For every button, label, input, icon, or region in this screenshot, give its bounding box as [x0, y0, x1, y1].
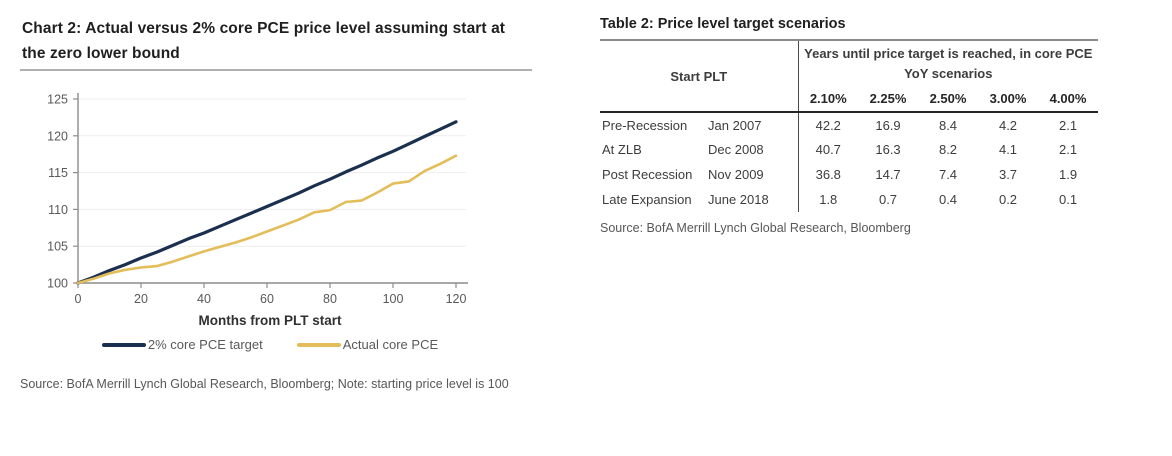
chart-title-rule [20, 69, 532, 71]
column-header: 2.50% [918, 86, 979, 113]
chart-source-note: Source: BofA Merrill Lynch Global Resear… [20, 377, 509, 391]
value-cell: 42.2 [797, 112, 859, 137]
svg-text:120: 120 [47, 129, 68, 143]
svg-text:105: 105 [47, 240, 68, 254]
value-cell: 7.4 [938, 167, 958, 182]
value-cell: 8.4 [938, 117, 958, 133]
legend-item-target: 2% core PCE target [101, 337, 263, 352]
value-cell: 2.1 [1058, 117, 1078, 133]
chart-panel: Chart 2: Actual versus 2% core PCE price… [20, 16, 532, 396]
svg-text:100: 100 [47, 277, 68, 291]
legend-label-target: 2% core PCE target [147, 337, 263, 352]
scenario-cell: Late Expansion [602, 192, 692, 207]
scenario-cell: Pre-Recession [602, 117, 688, 133]
svg-text:110: 110 [48, 203, 68, 217]
value-cell: 1.9 [1058, 167, 1078, 182]
corner-header: Start PLT [600, 40, 799, 113]
column-header: 3.00% [978, 86, 1039, 113]
value-cell: 36.8 [797, 162, 859, 187]
chart-title: Chart 2: Actual versus 2% core PCE price… [22, 20, 506, 62]
table-source-note: Source: BofA Merrill Lynch Global Resear… [600, 221, 911, 235]
value-cell: 2.1 [1058, 142, 1078, 157]
price-level-target-table: Start PLT Years until price target is re… [600, 39, 1099, 212]
value-cell: 14.7 [875, 167, 901, 182]
legend-item-actual: Actual core PCE [296, 337, 439, 352]
value-cell: 0.7 [878, 192, 898, 207]
value-cell: 0.4 [938, 192, 958, 207]
table-header-row-2: 2.10% 2.25% 2.50% 3.00% 4.00% [600, 86, 1099, 113]
column-header: 2.10% [797, 86, 859, 113]
pce-price-level-line-chart: 100 105 110 115 120 125 0 20 40 60 80 100 120 [47, 93, 468, 306]
svg-text:20: 20 [134, 292, 148, 306]
svg-text:40: 40 [197, 292, 211, 306]
table-title: Table 2: Price level target scenarios [600, 16, 846, 32]
value-cell: 4.1 [998, 142, 1018, 157]
table-header-row-1: Start PLT Years until price target is re… [600, 40, 1099, 113]
table-row: Pre-Recession Jan 2007 42.2 16.9 8.4 4.2… [600, 112, 1098, 137]
x-axis-title: Months from PLT start [198, 313, 342, 328]
value-cell: 0.1 [1058, 192, 1078, 207]
actual-line-swatch-icon [296, 342, 341, 347]
table-row: At ZLB Dec 2008 40.7 16.3 8.2 4.1 2.1 [600, 137, 1098, 162]
svg-text:115: 115 [48, 166, 68, 180]
chart-legend: 2% core PCE target Actual core PCE [20, 337, 520, 352]
value-cell: 16.3 [875, 142, 901, 157]
value-cell: 1.8 [797, 187, 859, 212]
scenario-cell: At ZLB [602, 142, 642, 157]
date-cell: June 2018 [708, 192, 769, 207]
table-row: Late Expansion June 2018 1.8 0.7 0.4 0.2… [600, 187, 1098, 212]
date-cell: Nov 2009 [708, 167, 764, 182]
value-cell: 0.2 [998, 192, 1018, 207]
column-header: 2.25% [858, 86, 919, 113]
scenario-cell: Post Recession [602, 167, 693, 182]
date-cell: Jan 2007 [708, 117, 762, 133]
legend-label-actual: Actual core PCE [342, 337, 439, 352]
date-cell: Dec 2008 [708, 142, 764, 157]
span-header: Years until price target is reached, in … [797, 40, 1099, 86]
table-panel: Table 2: Price level target scenarios St… [600, 16, 1100, 235]
value-cell: 8.2 [938, 142, 958, 157]
svg-text:0: 0 [75, 292, 82, 306]
column-header: 4.00% [1038, 86, 1099, 113]
value-cell: 4.2 [998, 117, 1018, 133]
svg-text:80: 80 [323, 292, 337, 306]
svg-text:60: 60 [260, 292, 274, 306]
target-line-swatch-icon [101, 342, 146, 347]
value-cell: 16.9 [875, 117, 901, 133]
value-cell: 40.7 [797, 137, 859, 162]
svg-text:125: 125 [47, 93, 68, 107]
value-cell: 3.7 [998, 167, 1018, 182]
svg-text:100: 100 [383, 292, 404, 306]
svg-text:120: 120 [446, 292, 467, 306]
table-row: Post Recession Nov 2009 36.8 14.7 7.4 3.… [600, 162, 1098, 187]
